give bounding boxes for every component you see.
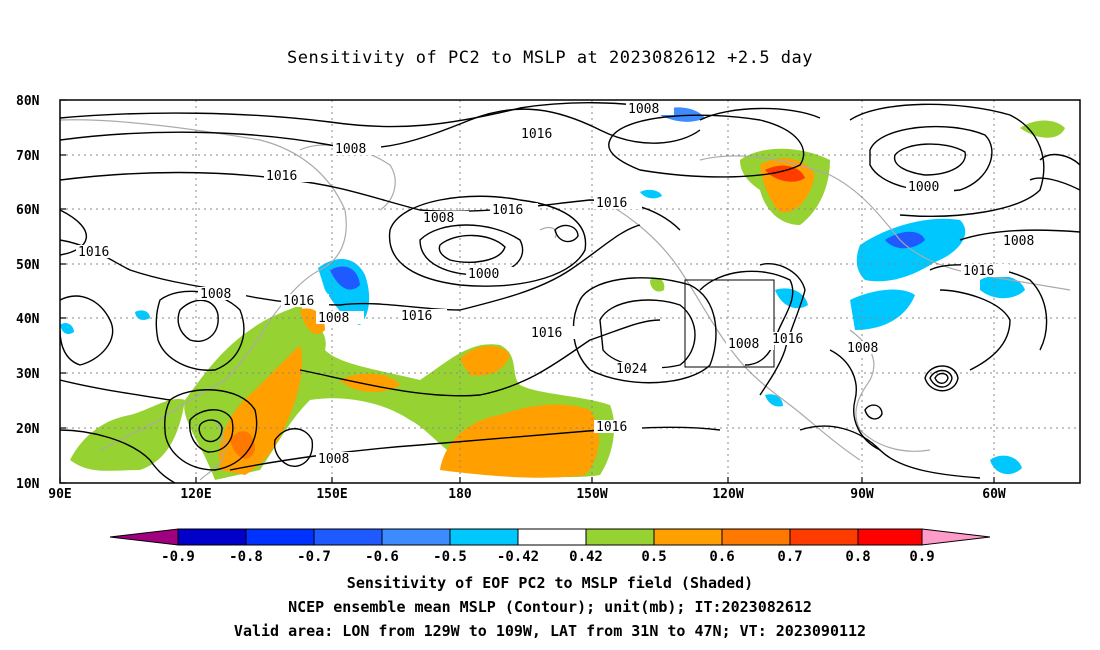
colorbar-right-triangle	[921, 528, 991, 546]
colorbar-segment	[449, 528, 519, 546]
lat-label: 60N	[16, 203, 40, 218]
longitude-labels: 90E 120E 150E 180 150W 120W 90W 60W	[48, 487, 1006, 502]
colorbar-label: -0.42	[497, 549, 539, 565]
plot-frame	[59, 99, 1081, 484]
lon-label: 120W	[712, 487, 743, 502]
lat-label: 70N	[16, 149, 40, 164]
lon-label: 150E	[316, 487, 347, 502]
contour-label: 1016	[772, 332, 803, 347]
colorbar-label: -0.7	[297, 549, 331, 565]
colorbar-label: -0.6	[365, 549, 399, 565]
map-title: Sensitivity of PC2 to MSLP at 2023082612…	[286, 48, 813, 68]
colorbar-segment	[857, 528, 923, 546]
contour-label: 1008	[423, 211, 454, 226]
contour-label: 1016	[521, 127, 552, 142]
colorbar: -0.9 -0.8 -0.7 -0.6 -0.5 -0.42 0.42 0.5 …	[109, 528, 991, 565]
colorbar-segment	[313, 528, 383, 546]
contour-label: 1008	[318, 311, 349, 326]
caption-line-3: Valid area: LON from 129W to 109W, LAT f…	[233, 622, 867, 640]
contour-label: 1008	[1003, 234, 1034, 249]
colorbar-label: -0.5	[433, 549, 467, 565]
colorbar-label: -0.8	[229, 549, 263, 565]
contour-label: 1008	[318, 452, 349, 467]
lat-label: 40N	[16, 312, 40, 327]
caption-line-1: Sensitivity of EOF PC2 to MSLP field (Sh…	[346, 574, 754, 592]
colorbar-label: 0.8	[845, 549, 870, 565]
caption-line-2: NCEP ensemble mean MSLP (Contour); unit(…	[288, 598, 812, 616]
lon-label: 90W	[850, 487, 874, 502]
valid-area-box	[684, 279, 775, 368]
contour-label: 1000	[468, 267, 499, 282]
colorbar-segment	[789, 528, 859, 546]
lat-label: 80N	[16, 94, 40, 109]
colorbar-segment	[177, 528, 247, 546]
colorbar-left-triangle	[109, 528, 179, 546]
colorbar-segment	[653, 528, 723, 546]
colorbar-label: -0.9	[161, 549, 195, 565]
contour-label: 1008	[628, 102, 659, 117]
colorbar-label: 0.9	[909, 549, 934, 565]
contour-label: 1008	[335, 142, 366, 157]
contour-label: 1016	[492, 203, 523, 218]
contour-label: 1008	[728, 337, 759, 352]
contour-label: 1016	[531, 326, 562, 341]
latitude-labels: 80N 70N 60N 50N 40N 30N 20N 10N	[16, 94, 40, 492]
negative-sensitivity-shading	[60, 107, 1025, 475]
colorbar-segment	[585, 528, 655, 546]
contour-label: 1008	[200, 287, 231, 302]
lon-label: 90E	[48, 487, 71, 502]
colorbar-label: 0.42	[569, 549, 603, 565]
colorbar-segment	[517, 528, 587, 546]
colorbar-segment	[245, 528, 315, 546]
lon-label: 120E	[180, 487, 211, 502]
colorbar-segment	[381, 528, 451, 546]
contour-label: 1016	[401, 309, 432, 324]
lat-label: 20N	[16, 422, 40, 437]
lat-label: 30N	[16, 367, 40, 382]
colorbar-segment	[721, 528, 791, 546]
contour-label-group: 1008 1016 1016 1008 1016 1000 1016 1008 …	[76, 102, 1049, 467]
lon-label: 150W	[576, 487, 607, 502]
contour-label: 1016	[596, 420, 627, 435]
contour-label: 1016	[963, 264, 994, 279]
contour-label: 1000	[908, 180, 939, 195]
lat-label: 10N	[16, 477, 40, 492]
contour-label: 1016	[596, 196, 627, 211]
axis-ticks	[59, 99, 995, 484]
lon-label: 60W	[982, 487, 1006, 502]
lon-label: 180	[448, 487, 472, 502]
mslp-contours	[60, 102, 1080, 483]
contour-label: 1008	[847, 341, 878, 356]
colorbar-label: 0.7	[777, 549, 802, 565]
contour-label: 1016	[283, 294, 314, 309]
lat-label: 50N	[16, 258, 40, 273]
contour-label: 1016	[266, 169, 297, 184]
colorbar-label: 0.6	[709, 549, 734, 565]
contour-label: 1016	[78, 245, 109, 260]
map-plot-area: 1008 1016 1016 1008 1016 1000 1016 1008 …	[60, 100, 1080, 483]
grid-lines	[60, 100, 1080, 483]
colorbar-label: 0.5	[641, 549, 666, 565]
contour-label: 1024	[616, 362, 647, 377]
